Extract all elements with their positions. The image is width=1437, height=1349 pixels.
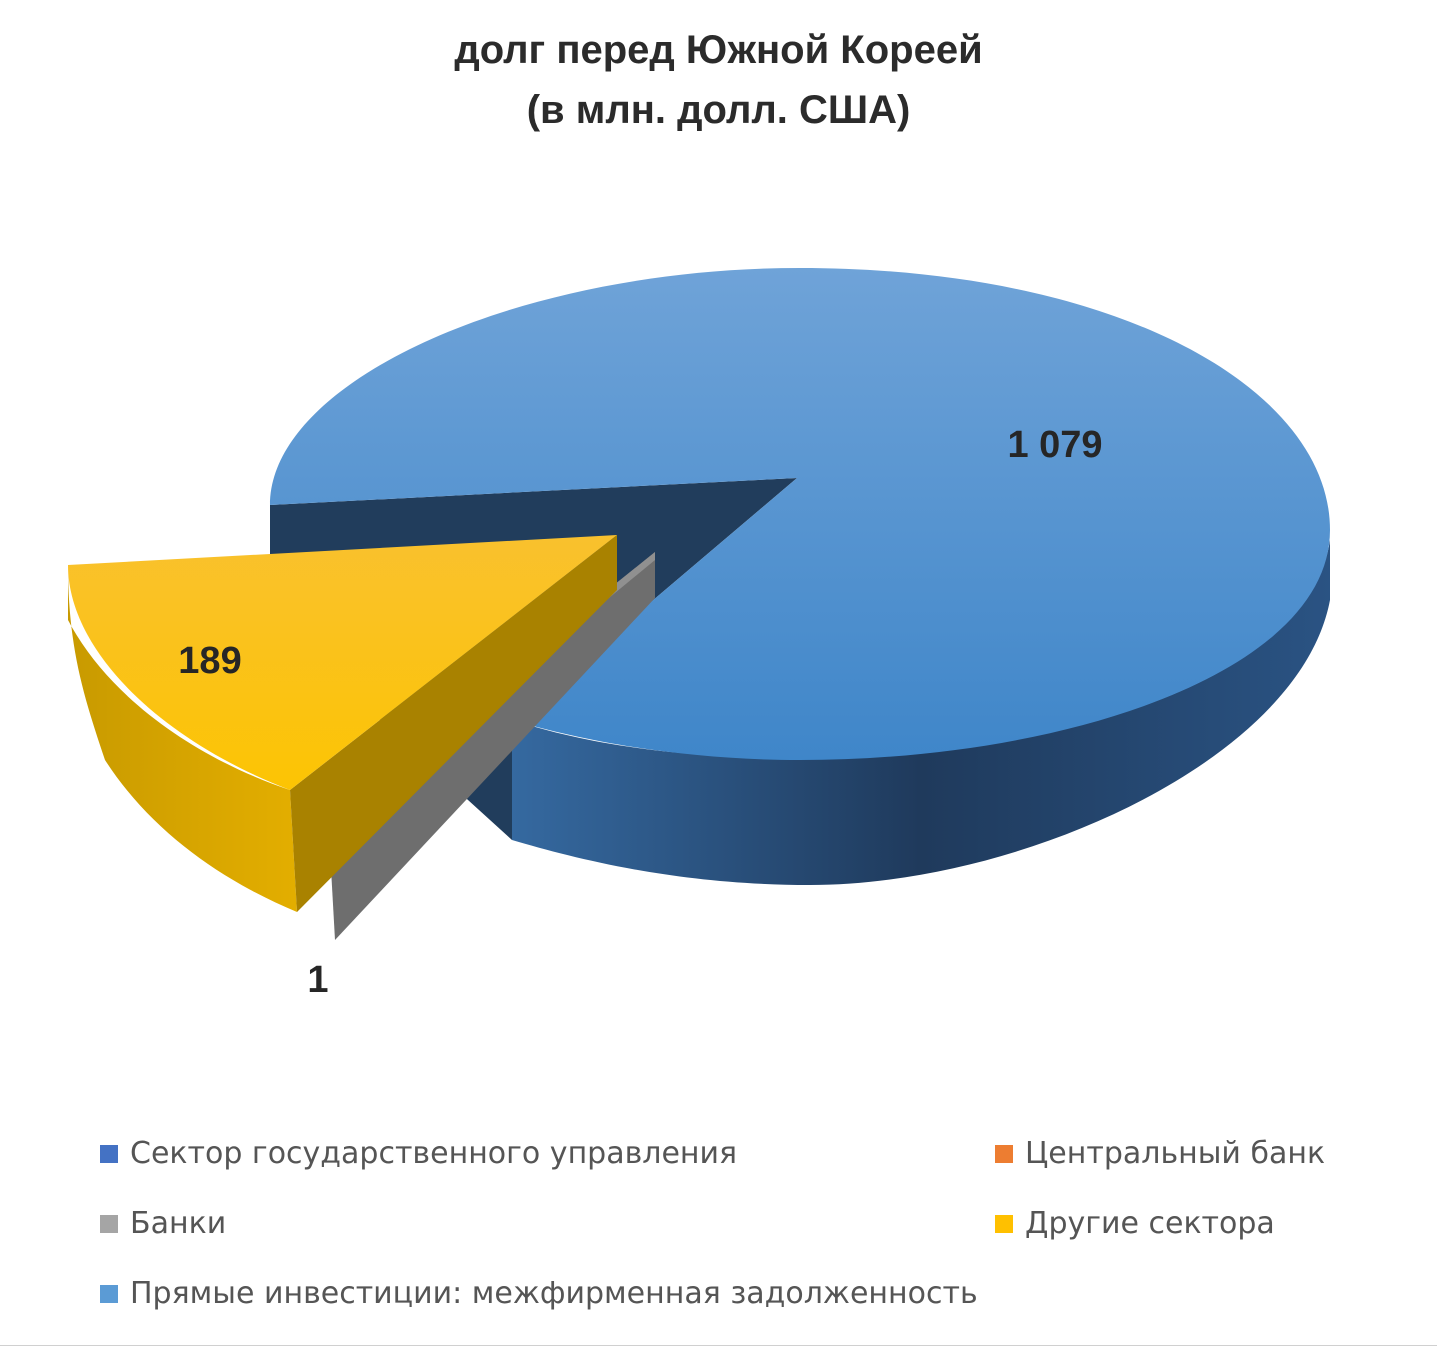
data-label-other-sectors: 189 [178,640,241,682]
chart-subtitle: (в млн. долл. США) [526,88,911,132]
chart-title: долг перед Южной Кореей [454,28,983,72]
data-label-banks: 1 [307,959,328,1001]
pie-slice-other-sectors [68,535,617,912]
data-label-direct-investment: 1 079 [1007,424,1102,466]
bottom-divider [0,1345,1437,1346]
